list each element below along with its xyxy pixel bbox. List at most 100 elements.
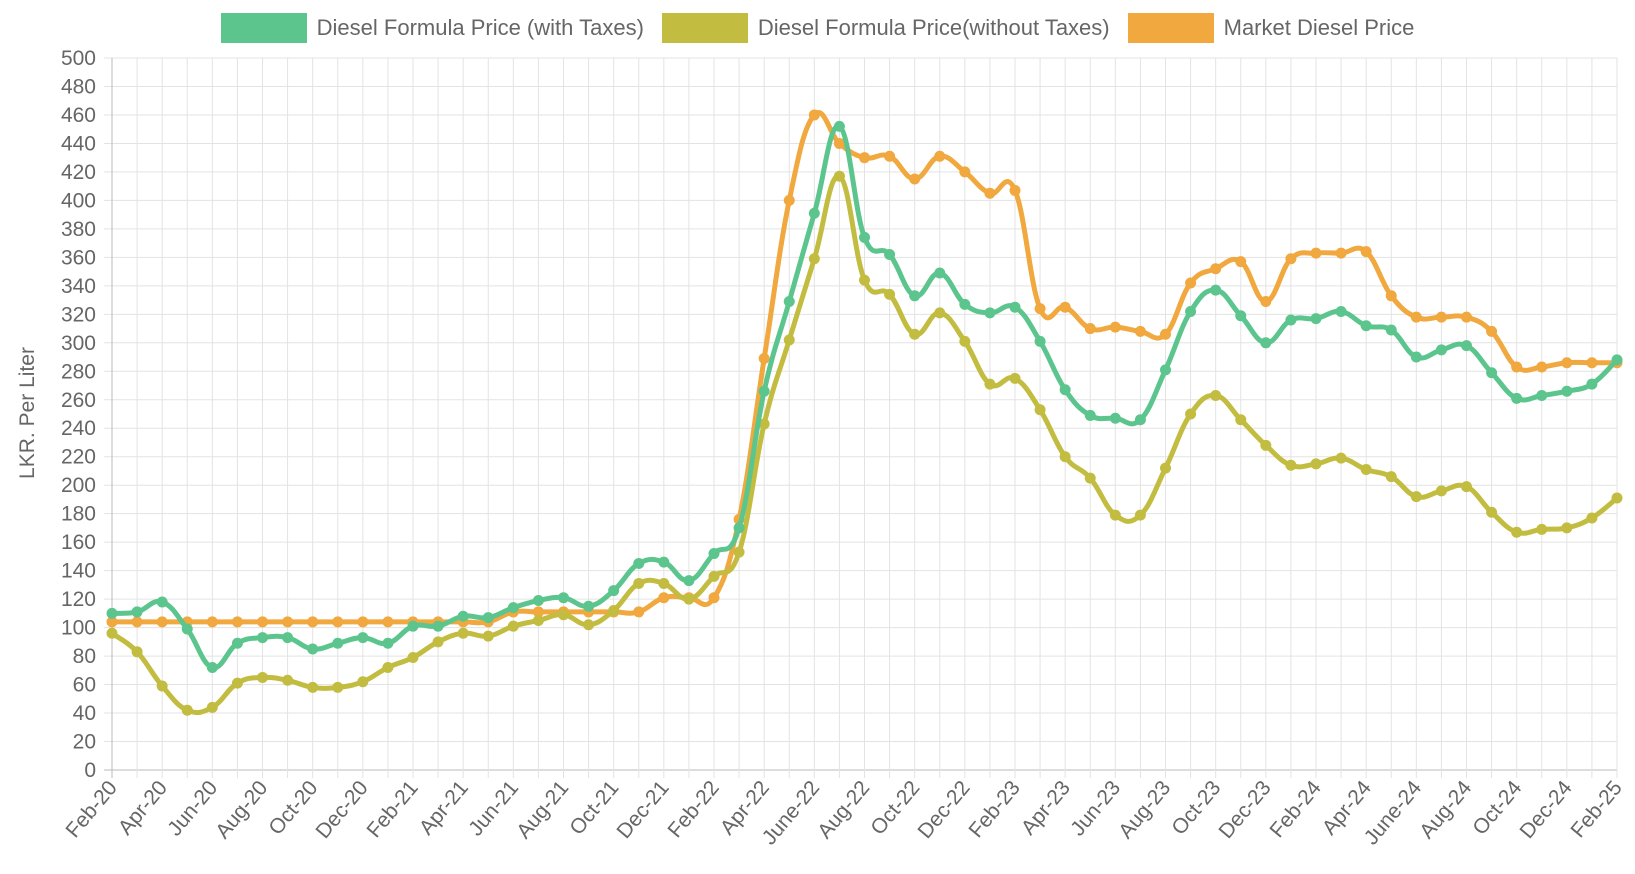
legend-label-market: Market Diesel Price: [1223, 15, 1415, 40]
data-point-with-taxes: [106, 607, 118, 619]
y-tick-label: 160: [61, 531, 96, 554]
x-tick-label: Dec-23: [1215, 776, 1276, 843]
data-point-market: [1435, 311, 1447, 323]
series-without-taxes: [106, 170, 1623, 716]
y-tick-label: 80: [73, 645, 96, 668]
data-point-market: [859, 152, 870, 164]
data-point-market: [282, 616, 294, 628]
data-point-with-taxes: [683, 575, 695, 587]
data-point-without-taxes: [1185, 408, 1197, 420]
data-point-market: [1034, 303, 1046, 315]
x-tick-label: Dec-21: [613, 776, 674, 843]
data-point-with-taxes: [884, 249, 896, 261]
data-point-market: [909, 173, 921, 185]
data-point-without-taxes: [1285, 459, 1297, 471]
data-point-with-taxes: [733, 522, 745, 534]
series-line-with-taxes: [109, 123, 1620, 670]
data-point-without-taxes: [859, 274, 870, 286]
data-point-without-taxes: [1511, 526, 1523, 538]
y-tick-label: 200: [61, 474, 96, 497]
data-point-without-taxes: [1360, 464, 1372, 476]
data-point-without-taxes: [984, 378, 996, 390]
data-point-with-taxes: [1009, 301, 1021, 313]
series-line-market: [109, 110, 1620, 626]
data-point-without-taxes: [808, 253, 820, 265]
data-point-without-taxes: [231, 677, 243, 689]
y-tick-label: 300: [61, 332, 96, 355]
data-point-market: [783, 194, 795, 206]
data-point-with-taxes: [131, 606, 143, 618]
data-point-market: [1385, 290, 1397, 302]
x-tick-label: Apr-21: [415, 776, 473, 839]
data-point-without-taxes: [407, 652, 419, 664]
data-point-with-taxes: [1385, 324, 1397, 336]
data-point-without-taxes: [282, 674, 294, 686]
data-point-without-taxes: [1486, 506, 1498, 518]
data-point-market: [1109, 321, 1121, 333]
data-point-with-taxes: [457, 610, 469, 622]
data-point-with-taxes: [507, 602, 519, 614]
data-point-without-taxes: [583, 619, 595, 631]
data-point-with-taxes: [1260, 337, 1272, 349]
data-point-without-taxes: [1109, 509, 1121, 521]
data-point-with-taxes: [658, 556, 670, 568]
data-point-without-taxes: [934, 307, 946, 319]
data-point-without-taxes: [357, 676, 369, 688]
data-point-with-taxes: [1360, 320, 1372, 332]
data-point-with-taxes: [1511, 392, 1523, 404]
y-tick-label: 240: [61, 417, 96, 440]
data-point-without-taxes: [1260, 439, 1272, 451]
data-point-without-taxes: [1586, 512, 1598, 524]
data-point-with-taxes: [758, 385, 770, 397]
data-point-with-taxes: [1210, 284, 1222, 296]
data-point-with-taxes: [984, 307, 996, 319]
data-point-market: [1134, 325, 1146, 337]
data-point-with-taxes: [407, 620, 419, 632]
data-point-market: [1561, 357, 1573, 369]
chart-legend: Diesel Formula Price (with Taxes) Diesel…: [0, 8, 1635, 48]
x-tick-label: Feb-25: [1566, 776, 1626, 842]
series-with-taxes: [106, 120, 1623, 673]
x-tick-label: Feb-22: [663, 776, 723, 842]
data-point-without-taxes: [257, 671, 268, 683]
data-point-market: [1285, 253, 1297, 265]
data-point-without-taxes: [1310, 458, 1322, 470]
data-point-without-taxes: [332, 681, 344, 693]
data-point-with-taxes: [332, 637, 344, 649]
data-point-without-taxes: [457, 627, 469, 639]
data-point-with-taxes: [282, 632, 294, 644]
data-point-without-taxes: [884, 288, 896, 300]
data-point-with-taxes: [1185, 305, 1197, 317]
x-tick-label: Aug-22: [813, 776, 874, 843]
legend-item-without-taxes[interactable]: Diesel Formula Price(without Taxes): [661, 13, 1110, 43]
data-point-without-taxes: [658, 577, 670, 589]
data-point-market: [1410, 311, 1422, 323]
data-point-market: [934, 150, 946, 162]
data-point-market: [808, 109, 820, 121]
data-point-with-taxes: [1536, 389, 1548, 401]
data-point-with-taxes: [608, 585, 620, 597]
data-point-without-taxes: [482, 630, 494, 642]
data-point-without-taxes: [507, 620, 519, 632]
y-tick-label: 380: [61, 218, 96, 241]
x-tick-label: Aug-21: [512, 776, 573, 843]
y-tick-label: 140: [61, 560, 96, 583]
data-point-with-taxes: [181, 623, 193, 635]
data-point-market: [1511, 361, 1523, 373]
data-point-with-taxes: [1461, 340, 1472, 352]
legend-item-market[interactable]: Market Diesel Price: [1127, 13, 1415, 43]
data-point-without-taxes: [833, 170, 845, 182]
data-point-with-taxes: [482, 612, 494, 624]
y-tick-label: 100: [61, 617, 96, 640]
data-point-market: [357, 616, 369, 628]
y-tick-label: 180: [61, 503, 96, 526]
data-point-market: [156, 616, 168, 628]
x-tick-label: Apr-20: [114, 776, 172, 839]
legend-item-with-taxes[interactable]: Diesel Formula Price (with Taxes): [220, 13, 644, 43]
data-point-without-taxes: [206, 701, 218, 713]
y-tick-label: 420: [61, 161, 96, 184]
data-point-with-taxes: [1561, 385, 1573, 397]
data-point-with-taxes: [1335, 305, 1347, 317]
y-tick-label: 60: [73, 674, 96, 697]
